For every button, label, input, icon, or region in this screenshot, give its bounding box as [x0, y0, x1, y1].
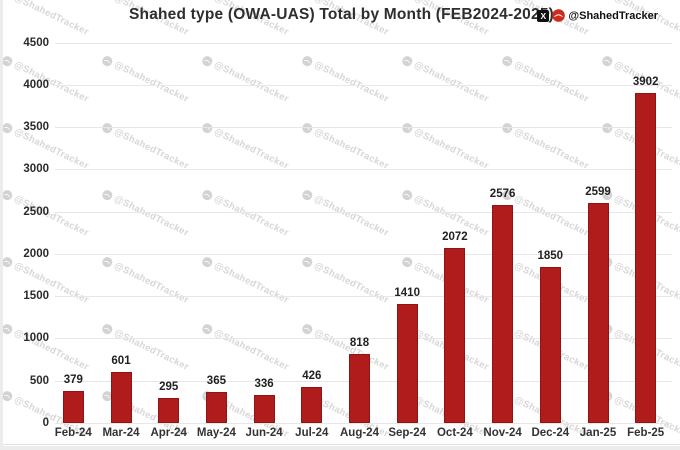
x-axis-tick-label: Sep-24: [388, 427, 427, 439]
bar-Apr-24: [158, 398, 180, 423]
gridline: [55, 42, 672, 44]
gridline: [55, 211, 672, 213]
bottom-divider: [3, 444, 680, 445]
attribution-handle: @ShahedTracker: [568, 9, 658, 22]
shahedtracker-logo-icon: [552, 9, 566, 22]
gridline: [55, 253, 672, 255]
bar-value-label: 365: [206, 375, 226, 388]
gridline: [55, 423, 672, 424]
x-axis-tick-label: Jul-24: [295, 427, 329, 439]
gridline: [55, 169, 672, 171]
gridline: [55, 127, 672, 129]
y-axis-tick-label: 2000: [23, 247, 49, 260]
x-axis-tick-label: Feb-25: [627, 427, 665, 439]
bar-value-label: 295: [159, 381, 179, 394]
bar-value-label: 426: [302, 369, 322, 382]
x-axis-tick-label: Jun-24: [245, 427, 283, 439]
x-axis-tick-label: Feb-24: [54, 427, 92, 439]
chart-card: @ShahedTracker @ShahedTracker @ShahedTrack…: [3, 0, 680, 446]
bar-value-label: 2072: [442, 230, 468, 243]
x-axis-tick-label: Jan-25: [579, 427, 617, 439]
bar-Nov-24: [492, 205, 514, 423]
y-axis-tick-label: 3500: [23, 121, 49, 134]
y-axis-tick-label: 2500: [23, 205, 49, 218]
y-axis-tick-label: 1000: [23, 332, 49, 345]
bar-Jan-25: [587, 203, 609, 423]
x-axis-tick-label: Mar-24: [102, 427, 140, 439]
bar-Jul-24: [301, 386, 323, 423]
chart-title: Shahed type (OWA-UAS) Total by Month (FE…: [128, 6, 554, 23]
bar-Oct-24: [444, 247, 466, 423]
x-axis-tick-label: Nov-24: [483, 427, 522, 439]
x-axis-tick-label: May-24: [196, 427, 236, 439]
y-axis-tick-label: 500: [29, 374, 49, 387]
bar-Jun-24: [253, 394, 275, 423]
bar-value-label: 2599: [585, 186, 611, 199]
y-axis-tick-label: 4000: [23, 78, 49, 91]
bar-value-label: 3902: [632, 76, 659, 89]
y-axis-tick-label: 1500: [23, 290, 49, 303]
bar-value-label: 818: [349, 336, 370, 349]
bar-value-label: 2576: [489, 188, 516, 201]
x-logo-icon: X: [537, 9, 550, 22]
bar-Sep-24: [396, 303, 418, 423]
bar-value-label: 1850: [537, 249, 564, 262]
bar-May-24: [205, 392, 227, 423]
attribution: X @ShahedTracker: [537, 9, 658, 22]
y-axis-tick-label: 4500: [23, 36, 49, 49]
gridline: [55, 296, 672, 298]
x-axis-tick-label: Aug-24: [340, 427, 379, 439]
bar-Dec-24: [539, 266, 561, 423]
bar-Mar-24: [110, 372, 132, 423]
x-axis-tick-label: Oct-24: [436, 427, 473, 439]
bar-value-label: 336: [254, 377, 274, 390]
plot-area: 0 500 1000 1500 2000 2500 3000 3500 4000 4500 379 F…: [3, 0, 680, 446]
bar-value-label: 379: [63, 373, 83, 386]
y-axis-tick-label: 0: [42, 417, 49, 429]
x-axis-tick-label: Apr-24: [150, 427, 187, 439]
bar-value-label: 601: [111, 355, 131, 368]
x-axis-tick-label: Dec-24: [531, 427, 570, 439]
bar-Feb-24: [62, 390, 84, 423]
bar-Aug-24: [349, 353, 370, 423]
gridline: [55, 84, 672, 86]
bar-Feb-25: [635, 93, 657, 423]
gridline: [55, 338, 672, 340]
y-axis-tick-label: 3000: [23, 163, 49, 176]
bar-value-label: 1410: [394, 286, 420, 299]
